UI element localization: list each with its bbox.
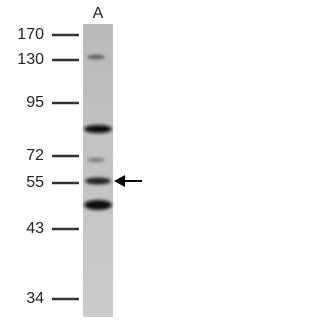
- bands: [84, 55, 112, 210]
- western-blot: A 170 130 95 72 55 43 34: [17, 5, 142, 317]
- band: [84, 125, 112, 133]
- arrow-head: [114, 175, 125, 187]
- lane: [83, 24, 113, 317]
- lane-label: A: [93, 5, 104, 22]
- marker-label: 130: [17, 51, 44, 68]
- marker-label: 170: [17, 26, 44, 43]
- band: [84, 200, 112, 210]
- marker-label: 72: [26, 147, 44, 164]
- band: [87, 55, 105, 59]
- marker-label: 43: [26, 220, 44, 237]
- arrow: [114, 175, 142, 187]
- marker-label: 55: [26, 174, 44, 191]
- band: [87, 158, 105, 162]
- marker-label: 34: [26, 290, 44, 307]
- band: [85, 177, 111, 185]
- marker-ladder: 170 130 95 72 55 43 34: [17, 26, 79, 307]
- marker-label: 95: [26, 94, 44, 111]
